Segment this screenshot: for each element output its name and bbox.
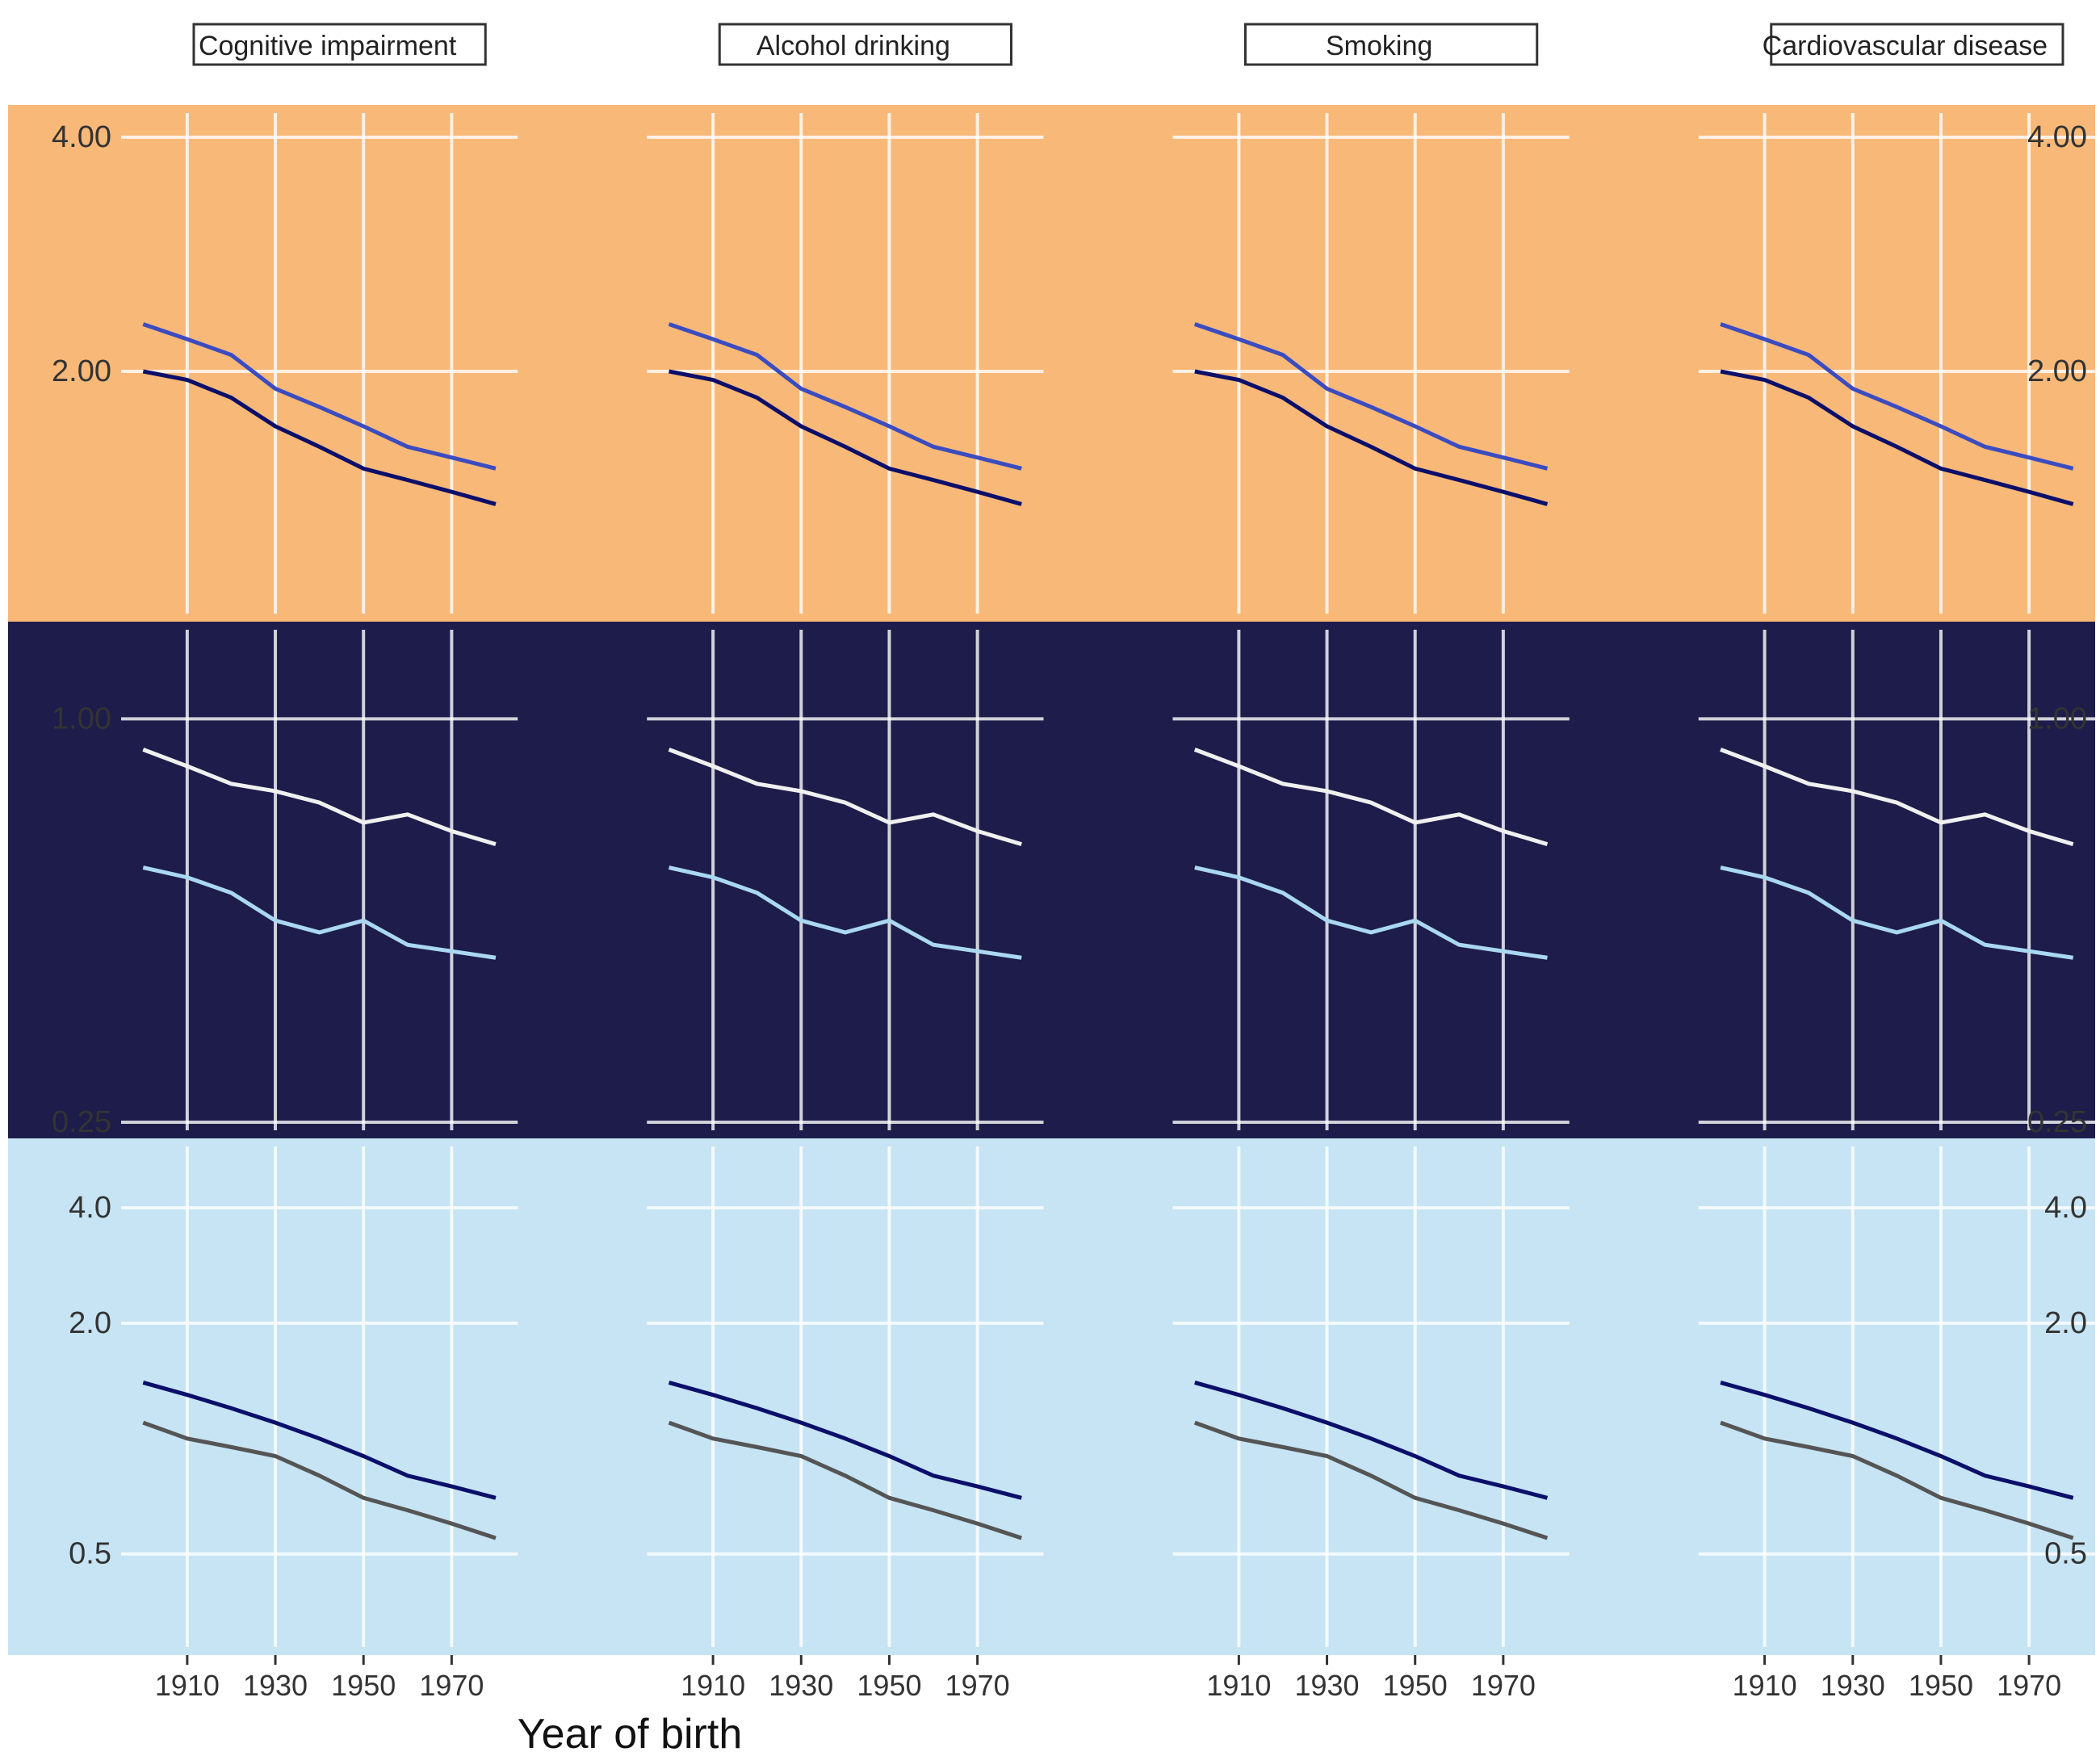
x-tick-label-3-3: 1970 — [1997, 1669, 2061, 1702]
series-line-0-0-1 — [142, 322, 497, 471]
series-line-0-2-0 — [1194, 369, 1549, 506]
series-line-0-1-0 — [669, 369, 1022, 506]
y-tick-label-2-0: 4.0 — [69, 1191, 111, 1225]
x-tick-label-0-0: 1910 — [155, 1669, 220, 1702]
series-line-1-3-0 — [1720, 748, 2074, 847]
y-tick-label-right-2-1: 2.0 — [2044, 1306, 2087, 1340]
series-line-2-0-0 — [142, 1381, 497, 1500]
x-tick-label-2-0: 1910 — [1206, 1669, 1271, 1702]
x-tick-label-0-3: 1970 — [419, 1669, 484, 1702]
y-tick-label-right-0-0: 4.00 — [2027, 120, 2087, 154]
series-line-2-3-1 — [1720, 1420, 2074, 1540]
x-tick-label-3-1: 1930 — [1821, 1669, 1885, 1702]
y-tick-label-2-2: 0.5 — [69, 1537, 111, 1571]
series-line-0-0-0 — [142, 369, 497, 506]
series-line-0-3-0 — [1720, 369, 2074, 506]
x-tick-label-1-1: 1930 — [769, 1669, 833, 1702]
series-line-0-2-1 — [1193, 322, 1549, 471]
row-band-2 — [8, 1138, 2095, 1655]
x-tick-label-0-2: 1950 — [331, 1669, 396, 1702]
y-tick-label-right-2-2: 0.5 — [2044, 1537, 2087, 1571]
x-tick-label-1-3: 1970 — [945, 1669, 1010, 1702]
facet-strip-0 — [192, 23, 487, 66]
series-line-2-1-0 — [668, 1381, 1022, 1500]
y-tick-label-right-2-0: 4.0 — [2044, 1191, 2087, 1225]
facet-strip-label-0: Cognitive impairment — [199, 31, 457, 61]
series-line-1-2-0 — [1193, 748, 1549, 847]
series-line-2-3-0 — [1720, 1381, 2074, 1500]
x-axis-title: Year of birth — [518, 1711, 742, 1756]
series-line-1-1-1 — [668, 865, 1022, 960]
facet-strip-3 — [1770, 23, 2064, 66]
series-line-1-0-1 — [142, 865, 497, 960]
facet-strip-label-3: Cardiovascular disease — [1763, 31, 2048, 61]
facet-strip-1 — [718, 23, 1012, 66]
series-line-2-2-1 — [1193, 1420, 1549, 1540]
y-tick-label-2-1: 2.0 — [69, 1306, 111, 1340]
x-tick-label-3-2: 1950 — [1909, 1669, 1973, 1702]
series-line-1-2-1 — [1194, 865, 1548, 960]
x-tick-label-2-3: 1970 — [1471, 1669, 1536, 1702]
x-tick-label-2-2: 1950 — [1383, 1669, 1448, 1702]
x-tick-label-1-0: 1910 — [681, 1669, 745, 1702]
row-band-0 — [8, 105, 2095, 622]
y-tick-label-right-1-1: 0.25 — [2027, 1105, 2087, 1139]
series-line-2-2-0 — [1194, 1381, 1549, 1500]
series-line-0-3-1 — [1720, 322, 2074, 471]
facet-strip-label-1: Alcohol drinking — [757, 31, 950, 61]
series-line-2-1-1 — [668, 1420, 1022, 1540]
series-line-0-1-1 — [668, 322, 1022, 471]
facet-strip-label-2: Smoking — [1326, 31, 1432, 61]
x-tick-label-2-1: 1930 — [1294, 1669, 1359, 1702]
y-tick-label-right-1-0: 1.00 — [2027, 702, 2087, 736]
series-line-1-0-0 — [142, 748, 497, 847]
x-tick-label-1-2: 1950 — [857, 1669, 921, 1702]
y-tick-label-1-1: 0.25 — [52, 1105, 111, 1139]
x-tick-label-3-0: 1910 — [1733, 1669, 1797, 1702]
x-tick-label-0-1: 1930 — [243, 1669, 308, 1702]
row-band-1 — [8, 622, 2095, 1138]
y-tick-label-0-1: 2.00 — [52, 354, 111, 388]
series-line-2-0-1 — [142, 1420, 497, 1540]
y-tick-label-1-0: 1.00 — [52, 702, 111, 736]
facet-strip-2 — [1244, 23, 1539, 66]
y-tick-label-0-0: 4.00 — [52, 120, 111, 154]
series-line-1-3-1 — [1720, 865, 2074, 960]
series-line-1-1-0 — [668, 748, 1022, 847]
y-tick-label-right-0-1: 2.00 — [2027, 354, 2087, 388]
